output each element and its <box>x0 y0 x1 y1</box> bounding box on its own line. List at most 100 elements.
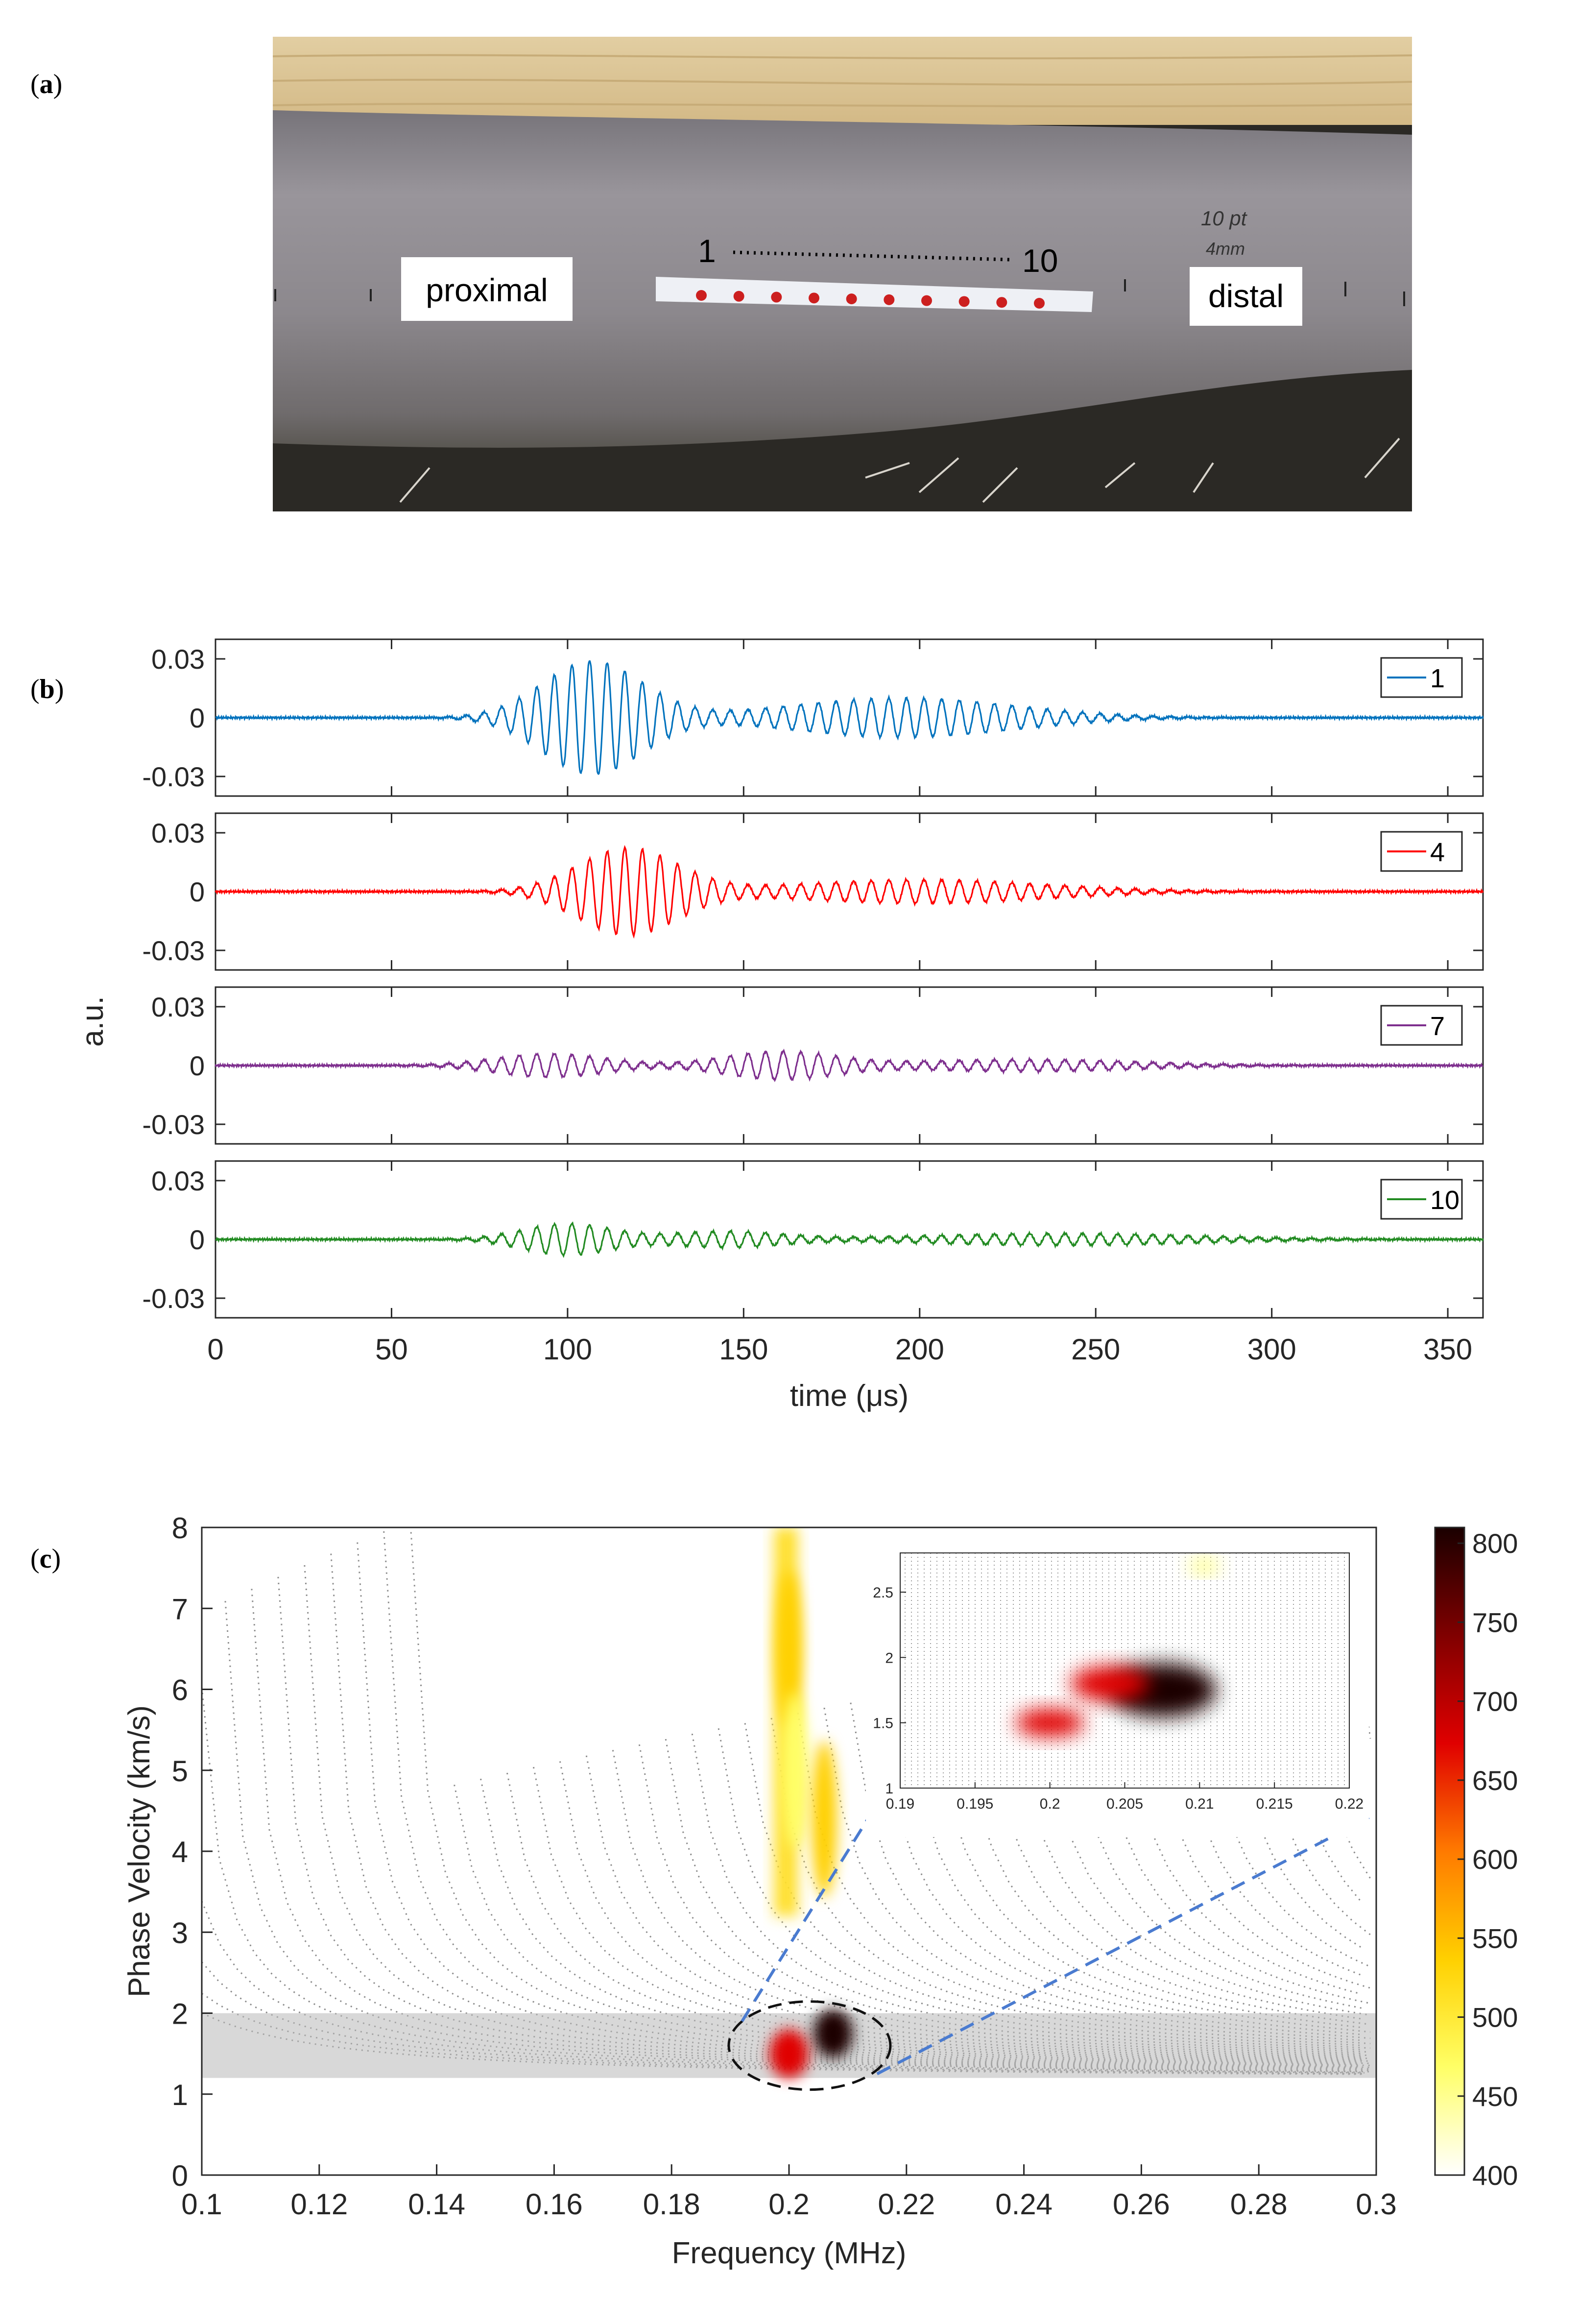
x-tick-label: 0.12 <box>290 2188 348 2221</box>
waveform-chart: 0.030-0.0310.030-0.0340.030-0.0370.030-0… <box>76 638 1484 1413</box>
waveform-panel: 0.03 0 -0.03 10 <box>142 1160 1484 1319</box>
proximal-label: proximal <box>426 272 548 308</box>
colorbar-tick-label: 550 <box>1472 1923 1518 1954</box>
x-tick-label: 0.26 <box>1113 2188 1170 2221</box>
colorbar-tick-label: 700 <box>1472 1686 1518 1717</box>
waveform-y-axis-label: a.u. <box>76 996 110 1046</box>
inset-x-tick-label: 0.215 <box>1256 1796 1293 1812</box>
x-tick-label: 0.18 <box>643 2188 700 2221</box>
x-tick-label: 0 <box>207 1333 223 1366</box>
dispersion-chart: 0.1 0.12 0.14 0.16 0.18 0.2 0.22 0.24 0.26 0.28 0.… <box>122 1512 1518 2270</box>
tube-body <box>273 110 1412 448</box>
inset-plot: 0.19 0.195 0.2 0.205 0.21 0.215 0.22 1 1.5 2 2.5 <box>866 1538 1369 1837</box>
inset-x-tick-label: 0.22 <box>1335 1796 1364 1812</box>
y-tick-label: 8 <box>172 1512 188 1545</box>
energy-peak <box>769 2029 809 2079</box>
x-tick-label: 0.1 <box>181 2188 222 2221</box>
legend-label: 7 <box>1430 1012 1445 1041</box>
y-tick-label: 3 <box>172 1916 188 1949</box>
colorbar <box>1434 1526 1465 2176</box>
scratch-marks <box>399 437 1400 503</box>
wood-board <box>273 37 1412 125</box>
marker-dot <box>696 290 707 301</box>
colorbar-tick-label: 500 <box>1472 2002 1518 2033</box>
waveform-series-line <box>215 1221 1484 1259</box>
waveform-series-line <box>215 660 1484 775</box>
panel-label-c: (c) <box>30 1544 61 1574</box>
waveform-panel: 0.03 0 -0.03 4 <box>142 812 1484 971</box>
dispersion-mode-curve <box>1193 1642 1371 1968</box>
x-tick-label: 0.2 <box>768 2188 809 2221</box>
x-tick-label: 300 <box>1247 1333 1296 1366</box>
marker-dot <box>921 295 932 306</box>
inset-plot-content <box>905 1553 1345 1788</box>
y-tick-label: 6 <box>172 1674 188 1707</box>
proximal-label-box <box>401 257 573 321</box>
colorbar-tick-label: 650 <box>1472 1765 1518 1796</box>
waveform-panel: 0.03 0 -0.03 1 <box>142 638 1484 797</box>
handwritten-note-2: 4mm <box>1206 239 1245 259</box>
marker-strip <box>656 277 1093 312</box>
legend-label: 4 <box>1430 838 1445 867</box>
dispersion-mode-curve <box>1035 1669 1371 2016</box>
x-tick-label: 0.24 <box>995 2188 1053 2221</box>
colorbar-tick-label: 600 <box>1472 1844 1518 1875</box>
marker-end-label: 10 <box>1022 242 1058 279</box>
tube-tick-marks <box>274 279 1405 306</box>
marker-dot <box>884 294 895 305</box>
y-tick-label: 1 <box>172 2079 188 2111</box>
waveform-series-line <box>215 845 1484 939</box>
y-tick-label: 7 <box>172 1593 188 1625</box>
y-tick-label: -0.03 <box>142 1109 205 1140</box>
energy-peak <box>776 1570 802 1727</box>
inset-energy-peak <box>1015 1709 1084 1737</box>
dispersion-mode-curve <box>612 1750 1371 2059</box>
marker-dot <box>809 292 819 304</box>
x-tick-label: 350 <box>1423 1333 1472 1366</box>
y-tick-label: 0.03 <box>151 1165 205 1196</box>
dispersion-mode-curve <box>929 1688 1371 2033</box>
marker-dot <box>996 297 1007 308</box>
x-tick-label: 0.16 <box>526 2188 583 2221</box>
handwritten-note-1: 10 pt <box>1201 207 1248 230</box>
y-tick-label: -0.03 <box>142 1283 205 1314</box>
legend-label: 10 <box>1430 1186 1459 1215</box>
y-tick-label: 2 <box>172 1998 188 2031</box>
x-tick-label: 250 <box>1071 1333 1120 1366</box>
y-tick-label: 0.03 <box>151 644 205 675</box>
energy-peaks <box>769 1527 853 2079</box>
inset-x-tick-label: 0.21 <box>1185 1796 1214 1812</box>
distal-label: distal <box>1208 278 1284 314</box>
dispersion-mode-curve <box>1114 1655 1362 1995</box>
y-tick-label: 0 <box>190 702 205 733</box>
colorbar-tick-label: 750 <box>1472 1607 1518 1638</box>
y-tick-label: 4 <box>172 1836 188 1868</box>
x-tick-label: 0.3 <box>1356 2188 1396 2221</box>
dispersion-x-axis-label: Frequency (MHz) <box>672 2236 907 2270</box>
marker-dot <box>733 290 744 302</box>
inset-energy-peak <box>1070 1666 1149 1701</box>
marker-dot <box>846 293 857 305</box>
y-tick-label: 5 <box>172 1755 188 1788</box>
y-tick-label: -0.03 <box>142 761 205 792</box>
x-tick-label: 50 <box>375 1333 408 1366</box>
inset-energy-peak <box>1189 1559 1219 1573</box>
dispersion-mode-curve <box>410 1527 1362 2067</box>
marker-dot <box>1034 298 1045 309</box>
colorbar-tick-label: 450 <box>1472 2081 1518 2112</box>
waveform-panel: 0.03 0 -0.03 7 <box>142 986 1484 1145</box>
wood-grain <box>272 54 1412 107</box>
inset-connector-line <box>741 1809 875 2022</box>
dispersion-mode-curve <box>903 1693 1362 2035</box>
waveform-series-line <box>215 1048 1484 1083</box>
distal-label-box <box>1190 267 1302 326</box>
x-tick-label: 200 <box>895 1333 944 1366</box>
colorbar-tick-label: 400 <box>1472 2160 1518 2191</box>
inset-y-tick-label: 2.5 <box>873 1585 893 1601</box>
energy-peak <box>782 1692 808 1849</box>
panel-label-b: (b) <box>30 674 64 704</box>
x-tick-label: 0.14 <box>408 2188 465 2221</box>
inset-x-tick-label: 0.195 <box>957 1796 993 1812</box>
inset-y-tick-label: 2 <box>885 1650 893 1666</box>
inset-y-tick-label: 1.5 <box>873 1716 893 1732</box>
